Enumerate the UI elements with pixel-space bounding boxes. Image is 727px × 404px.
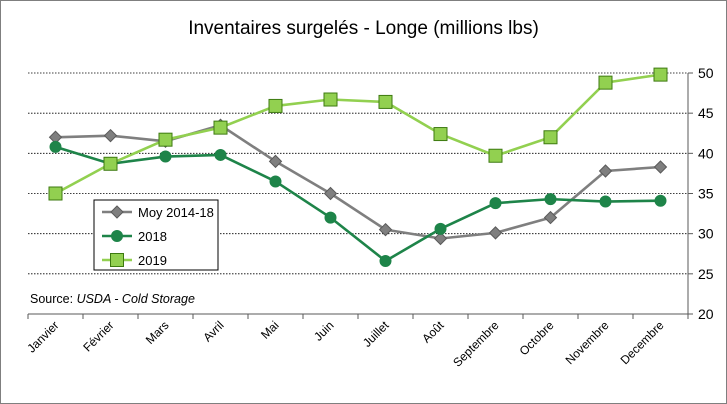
data-point-square — [433, 127, 448, 142]
data-point-diamond — [653, 160, 668, 174]
series-line — [55, 123, 661, 240]
data-point-square — [598, 75, 613, 90]
data-point-circle — [269, 175, 282, 188]
x-tick-label: Decembre — [618, 318, 667, 367]
data-point-square — [488, 148, 503, 163]
x-tick-label: Février — [80, 318, 116, 354]
series-line — [54, 73, 661, 195]
legend-label: 2018 — [138, 229, 167, 244]
data-point-square — [323, 92, 338, 107]
legend-marker — [110, 205, 124, 219]
data-point-diamond — [433, 231, 448, 246]
y-tick-label: 35 — [698, 186, 714, 202]
data-point-circle — [49, 140, 62, 153]
x-tick-label: Mai — [258, 318, 282, 342]
x-tick-label: Septembre — [450, 318, 502, 370]
data-point-square — [158, 132, 173, 147]
y-axis: 20 25 30 35 40 45 50 — [687, 65, 714, 322]
chart-title: Inventaires surgelés - Longe (millions l… — [188, 18, 539, 39]
x-tick-label: Août — [419, 318, 447, 346]
data-point-circle — [489, 197, 502, 210]
x-tick-label: Octobre — [517, 318, 557, 358]
data-point-diamond — [598, 164, 613, 178]
data-point-circle — [599, 195, 612, 208]
data-point-square — [268, 98, 283, 113]
y-tick-label: 30 — [698, 226, 714, 242]
y-tick-label: 50 — [698, 65, 714, 81]
data-point-square — [378, 94, 393, 109]
data-point-circle — [379, 254, 392, 267]
x-axis: Janvier Février Mars Avril Mai Juin Juillet Aoû… — [24, 313, 689, 370]
y-tick-label: 25 — [698, 266, 714, 282]
data-point-circle — [654, 194, 667, 207]
data-point-circle — [324, 211, 337, 224]
data-point-circle — [544, 193, 557, 206]
x-tick-label: Avril — [200, 318, 226, 344]
source-annotation: Source: USDA - Cold Storage — [30, 292, 195, 306]
legend-label: Moy 2014-18 — [138, 205, 214, 220]
x-tick-label: Juillet — [360, 318, 392, 350]
x-tick-label: Novembre — [563, 318, 612, 367]
series-line — [55, 145, 661, 263]
data-point-diamond — [103, 128, 118, 143]
legend-marker — [111, 230, 123, 242]
y-tick-label: 20 — [698, 306, 714, 322]
legend-marker — [110, 253, 124, 267]
data-point-square — [213, 120, 228, 135]
series-group — [48, 67, 668, 267]
data-point-square — [103, 156, 118, 171]
source-prefix: Source: — [30, 292, 77, 306]
x-tick-label: Juin — [311, 318, 336, 343]
data-point-square — [543, 130, 558, 145]
series-3 — [48, 67, 668, 201]
data-point-circle — [214, 148, 227, 161]
legend: Moy 2014-18 2018 2019 — [93, 199, 219, 271]
y-tick-label: 40 — [698, 145, 714, 161]
legend-label: 2019 — [138, 253, 167, 268]
data-point-diamond — [543, 210, 558, 225]
data-point-diamond — [323, 186, 338, 201]
y-tick-label: 45 — [698, 105, 714, 121]
data-point-diamond — [378, 222, 393, 237]
source-italic: USDA - Cold Storage — [77, 292, 195, 306]
x-tick-label: Mars — [143, 318, 172, 347]
x-tick-label: Janvier — [24, 318, 61, 355]
data-point-circle — [159, 150, 172, 163]
data-point-square — [48, 186, 63, 201]
data-point-circle — [434, 222, 447, 235]
data-point-square — [653, 67, 668, 82]
data-point-diamond — [488, 226, 503, 240]
data-point-diamond — [268, 154, 283, 169]
